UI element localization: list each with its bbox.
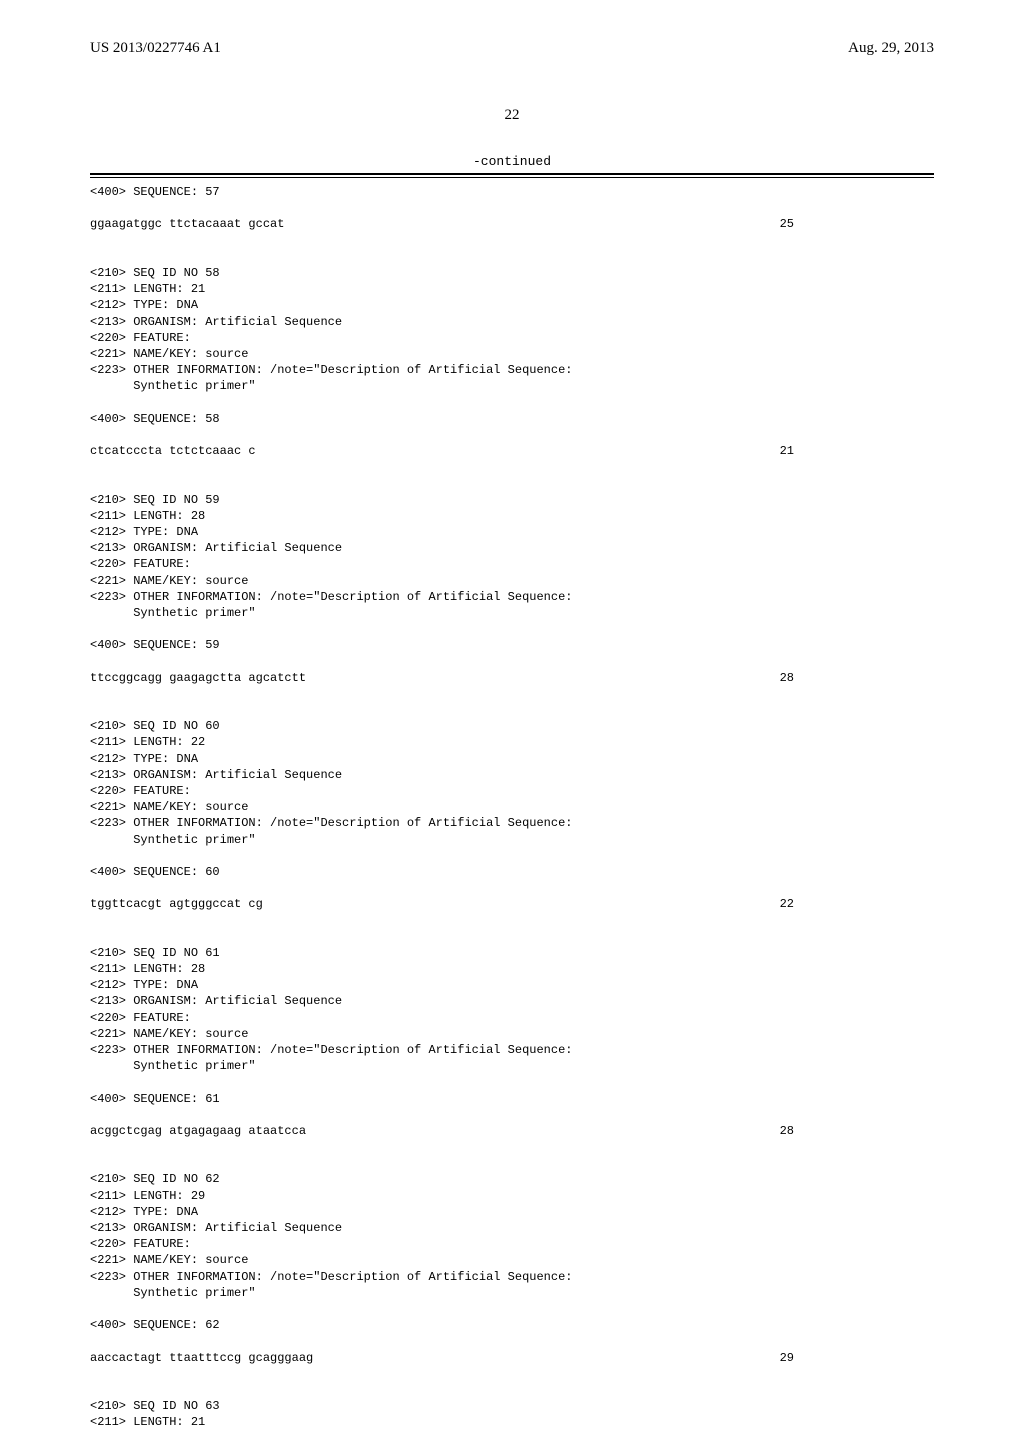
listing-line: <210> SEQ ID NO 58 [90, 265, 934, 281]
blank-line [90, 249, 934, 265]
listing-line: <221> NAME/KEY: source [90, 573, 934, 589]
listing-line: <212> TYPE: DNA [90, 751, 934, 767]
sequence-row: ttccggcagg gaagagctta agcatctt 28 [90, 670, 934, 686]
page-number: 22 [90, 107, 934, 124]
blank-line [90, 686, 934, 702]
listing-line: <223> OTHER INFORMATION: /note="Descript… [90, 589, 934, 605]
blank-line [90, 233, 934, 249]
listing-line: <223> OTHER INFORMATION: /note="Descript… [90, 362, 934, 378]
blank-line [90, 1382, 934, 1398]
listing-line: <210> SEQ ID NO 61 [90, 945, 934, 961]
listing-line: <213> ORGANISM: Artificial Sequence [90, 314, 934, 330]
blank-line [90, 1301, 934, 1317]
sequence-row: tggttcacgt agtgggccat cg 22 [90, 896, 934, 912]
listing-line: Synthetic primer" [90, 378, 934, 394]
blank-line [90, 880, 934, 896]
blank-line [90, 1107, 934, 1123]
listing-line: <223> OTHER INFORMATION: /note="Descript… [90, 1269, 934, 1285]
listing-line: <221> NAME/KEY: source [90, 799, 934, 815]
listing-line: <213> ORGANISM: Artificial Sequence [90, 540, 934, 556]
listing-line: <211> LENGTH: 21 [90, 1414, 934, 1430]
sequence-row: acggctcgag atgagagaag ataatcca 28 [90, 1123, 934, 1139]
listing-line: Synthetic primer" [90, 1058, 934, 1074]
listing-line: <221> NAME/KEY: source [90, 1252, 934, 1268]
listing-line: <220> FEATURE: [90, 783, 934, 799]
listing-line: <211> LENGTH: 28 [90, 961, 934, 977]
continued-label: -continued [90, 154, 934, 169]
blank-line [90, 475, 934, 491]
listing-line: <212> TYPE: DNA [90, 1204, 934, 1220]
sequence-listing: <400> SEQUENCE: 57 ggaagatggc ttctacaaat… [90, 184, 934, 1430]
sequence-text: ttccggcagg gaagagctta agcatctt [90, 670, 306, 686]
sequence-length: 25 [780, 216, 934, 232]
listing-line: <213> ORGANISM: Artificial Sequence [90, 993, 934, 1009]
listing-line: <220> FEATURE: [90, 330, 934, 346]
listing-line: <400> SEQUENCE: 58 [90, 411, 934, 427]
rule-top-thick [90, 173, 934, 175]
blank-line [90, 848, 934, 864]
blank-line [90, 427, 934, 443]
sequence-length: 29 [780, 1350, 934, 1366]
blank-line [90, 1366, 934, 1382]
listing-line: <210> SEQ ID NO 59 [90, 492, 934, 508]
sequence-text: aaccactagt ttaatttccg gcagggaag [90, 1350, 313, 1366]
publication-date: Aug. 29, 2013 [848, 40, 934, 57]
sequence-length: 28 [780, 1123, 934, 1139]
listing-line: <211> LENGTH: 28 [90, 508, 934, 524]
listing-line: <220> FEATURE: [90, 1236, 934, 1252]
blank-line [90, 394, 934, 410]
listing-line: <221> NAME/KEY: source [90, 1026, 934, 1042]
listing-line: <212> TYPE: DNA [90, 977, 934, 993]
listing-line: <212> TYPE: DNA [90, 297, 934, 313]
sequence-text: ctcatcccta tctctcaaac c [90, 443, 256, 459]
blank-line [90, 459, 934, 475]
listing-line: <212> TYPE: DNA [90, 524, 934, 540]
listing-line: <211> LENGTH: 21 [90, 281, 934, 297]
listing-line: <223> OTHER INFORMATION: /note="Descript… [90, 1042, 934, 1058]
listing-line: <223> OTHER INFORMATION: /note="Descript… [90, 815, 934, 831]
rule-top-thin [90, 177, 934, 178]
sequence-length: 28 [780, 670, 934, 686]
listing-line: <210> SEQ ID NO 60 [90, 718, 934, 734]
sequence-row: ctcatcccta tctctcaaac c 21 [90, 443, 934, 459]
blank-line [90, 621, 934, 637]
blank-line [90, 912, 934, 928]
listing-line: <220> FEATURE: [90, 1010, 934, 1026]
sequence-text: tggttcacgt agtgggccat cg [90, 896, 263, 912]
patent-page: US 2013/0227746 A1 Aug. 29, 2013 22 -con… [0, 0, 1024, 1320]
listing-line: <220> FEATURE: [90, 556, 934, 572]
sequence-length: 22 [780, 896, 934, 912]
listing-line: <211> LENGTH: 22 [90, 734, 934, 750]
listing-line: <213> ORGANISM: Artificial Sequence [90, 1220, 934, 1236]
listing-line: <400> SEQUENCE: 61 [90, 1091, 934, 1107]
sequence-text: acggctcgag atgagagaag ataatcca [90, 1123, 306, 1139]
listing-line: <213> ORGANISM: Artificial Sequence [90, 767, 934, 783]
blank-line [90, 653, 934, 669]
blank-line [90, 200, 934, 216]
blank-line [90, 929, 934, 945]
listing-line: <221> NAME/KEY: source [90, 346, 934, 362]
listing-line: <210> SEQ ID NO 62 [90, 1171, 934, 1187]
blank-line [90, 702, 934, 718]
listing-line: Synthetic primer" [90, 1285, 934, 1301]
listing-line: Synthetic primer" [90, 832, 934, 848]
sequence-row: aaccactagt ttaatttccg gcagggaag 29 [90, 1350, 934, 1366]
listing-line: <400> SEQUENCE: 59 [90, 637, 934, 653]
sequence-text: ggaagatggc ttctacaaat gccat [90, 216, 284, 232]
publication-number: US 2013/0227746 A1 [90, 40, 221, 57]
listing-line: <210> SEQ ID NO 63 [90, 1398, 934, 1414]
listing-line: <400> SEQUENCE: 57 [90, 184, 934, 200]
blank-line [90, 1074, 934, 1090]
sequence-row: ggaagatggc ttctacaaat gccat 25 [90, 216, 934, 232]
listing-line: Synthetic primer" [90, 605, 934, 621]
blank-line [90, 1333, 934, 1349]
page-header: US 2013/0227746 A1 Aug. 29, 2013 [90, 40, 934, 57]
blank-line [90, 1139, 934, 1155]
sequence-length: 21 [780, 443, 934, 459]
listing-line: <400> SEQUENCE: 60 [90, 864, 934, 880]
listing-line: <211> LENGTH: 29 [90, 1188, 934, 1204]
blank-line [90, 1155, 934, 1171]
